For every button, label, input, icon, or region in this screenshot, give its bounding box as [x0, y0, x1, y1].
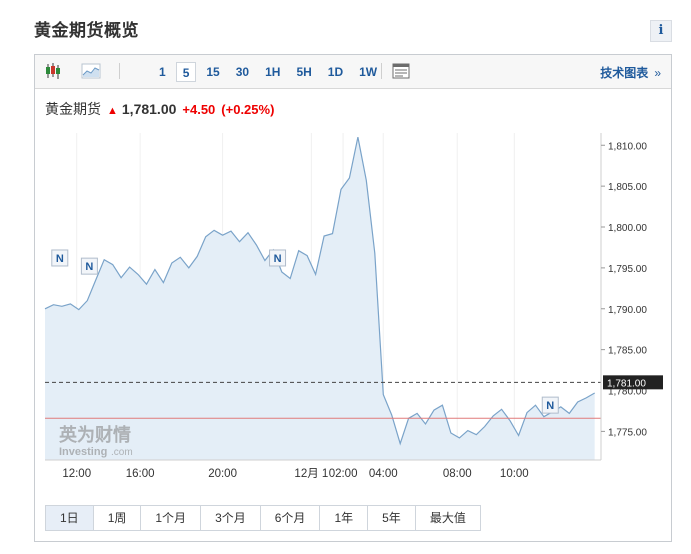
x-tick-label: 10:00: [500, 468, 529, 480]
chart-toolbar: 1515301H5H1D1W1M 技术图表»: [35, 55, 671, 89]
last-price: 1,781.00: [121, 101, 177, 117]
price-change-percent: (+0.25%): [221, 102, 275, 117]
y-tick-label: 1,795.00: [608, 264, 647, 275]
watermark-logo: 英为财情: [58, 424, 131, 446]
quote-header: 黄金期货 ▲ 1,781.00 +4.50 (+0.25%): [45, 99, 274, 119]
range-option[interactable]: 1周: [93, 506, 142, 530]
x-tick-label: 04:00: [369, 468, 398, 480]
time-range-selector: 1日 1周 1个月 3个月 6个月 1年 5年 最大值: [45, 505, 481, 531]
interval-option[interactable]: 1D: [327, 65, 344, 79]
x-tick-label: 16:00: [126, 468, 155, 480]
interval-option[interactable]: 5H: [296, 65, 312, 79]
price-change: +4.50: [182, 102, 216, 117]
candlestick-icon[interactable]: [43, 61, 63, 81]
watermark-investing: Investing: [59, 446, 107, 458]
news-marker: [80, 257, 98, 275]
area-chart-icon[interactable]: [81, 61, 101, 81]
x-tick-label: 20:00: [208, 468, 237, 480]
y-tick-label: 1,775.00: [608, 427, 647, 438]
interval-option[interactable]: 1W: [359, 65, 378, 79]
news-marker-label: N: [274, 253, 282, 265]
interval-option[interactable]: 1H: [265, 65, 281, 79]
x-tick-label: 12月 1: [294, 468, 328, 480]
advanced-chart-link[interactable]: 技术图表 »: [600, 64, 661, 81]
news-marker: [269, 249, 287, 267]
info-icon[interactable]: i: [650, 20, 672, 42]
y-tick-label: 1,805.00: [608, 182, 647, 193]
range-option[interactable]: 最大值: [415, 506, 480, 530]
y-tick-label: 1,790.00: [608, 305, 647, 316]
current-price-tag: [603, 375, 663, 390]
x-tick-label: 02:00: [329, 468, 358, 480]
interval-option[interactable]: 5: [175, 62, 197, 82]
interval-option[interactable]: 30: [235, 65, 250, 79]
news-marker-label: N: [56, 253, 64, 265]
table-icon[interactable]: [391, 61, 411, 81]
instrument-name: 黄金期货: [45, 101, 101, 117]
range-option[interactable]: 6个月: [260, 506, 321, 530]
range-option[interactable]: 3个月: [201, 506, 261, 530]
toolbar-divider: [381, 63, 382, 79]
current-price-label: 1,781.00: [607, 378, 646, 389]
x-tick-label: 12:00: [62, 468, 91, 480]
range-option[interactable]: 1日: [46, 506, 94, 530]
watermark-domain: .com: [111, 447, 133, 458]
interval-option[interactable]: 1: [159, 65, 166, 79]
y-tick-label: 1,785.00: [608, 346, 647, 357]
news-marker: [51, 249, 69, 267]
price-line: [44, 136, 595, 446]
news-marker-label: N: [85, 261, 93, 273]
page-title: 黄金期货概览: [34, 21, 139, 40]
interval-option[interactable]: 15: [206, 65, 220, 79]
range-option[interactable]: 5年: [368, 506, 416, 530]
advanced-chart-label: 技术图表: [600, 66, 649, 80]
range-option[interactable]: 1个月: [141, 506, 202, 530]
interval-selector: 1515301H5H1D1W1M: [153, 62, 420, 82]
up-arrow-icon: ▲: [107, 105, 118, 117]
y-tick-label: 1,810.00: [608, 141, 647, 152]
y-tick-label: 1,780.00: [608, 387, 647, 398]
news-marker: [541, 396, 559, 414]
news-marker-label: N: [546, 400, 554, 412]
range-option[interactable]: 1年: [320, 506, 369, 530]
chart-widget: 1515301H5H1D1W1M 技术图表» 黄金期货 ▲ 1,781.00 +…: [34, 54, 672, 542]
double-chevron-right-icon: »: [654, 66, 661, 80]
toolbar-divider: [119, 63, 120, 79]
x-tick-label: 08:00: [443, 468, 472, 480]
price-area: [45, 137, 595, 460]
price-chart[interactable]: 1,810.00 1,805.00 1,800.00 1,795.00 1,790.00…: [35, 55, 671, 505]
y-tick-label: 1,800.00: [608, 223, 647, 234]
